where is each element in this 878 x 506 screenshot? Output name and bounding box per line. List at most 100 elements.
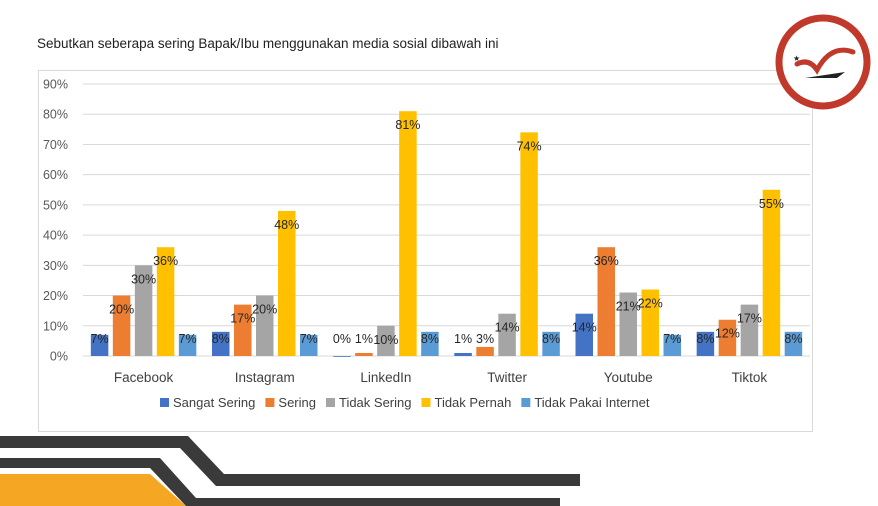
bar-tidak-pernah [399,111,417,356]
data-label: 8% [784,332,802,346]
data-label: 7% [300,332,318,346]
data-label: 21% [616,300,641,314]
data-label: 20% [109,303,134,317]
bar-tidak-pernah [278,210,296,356]
deco-dark-stripe [0,436,580,486]
legend-swatch [325,398,335,407]
legend-layer: Sangat Sering Sering Tidak Sering Tidak Per… [160,395,650,410]
bar-sangat-sering [333,356,351,357]
data-label: 8% [542,332,560,346]
label-layer: 7%20%30%36%7% 8%17%20%48%7% 0% 1% 10%81%8% 1%… [91,118,803,347]
bar-tidak-sering [740,304,759,356]
bar-tidak-sering [377,325,395,356]
x-category-label: Instagram [235,370,295,385]
bar-sangat-sering [575,313,593,356]
legend-entry: Tidak Sering [339,395,412,410]
logo-check-mark [794,47,856,75]
bar-sering [476,346,494,356]
legend-entry: Sering [278,395,316,410]
axis-layer: 0% 10% 20% 30% 40% 50% 60% 70% 80% 90% Facebook Ins… [43,78,767,386]
y-tick-label: 30% [43,259,68,273]
x-category-label: Youtube [604,370,653,385]
x-category-label: Facebook [114,370,174,385]
legend-swatch [265,398,275,407]
bar-sangat-sering [212,331,230,356]
bar-sering [112,295,131,356]
data-label: 3% [476,332,494,346]
data-label: 7% [179,332,197,346]
page-title: Sebutkan seberapa sering Bapak/Ibu mengg… [37,36,499,51]
data-label: 0% [333,332,351,346]
bar-layer [90,111,803,357]
bar-tidak-pakai-internet [421,331,439,356]
bar-tidak-pernah [641,289,659,356]
legend-entry: Tidak Pernah [434,395,511,410]
legend-swatch [421,398,431,407]
data-label: 7% [663,332,681,346]
footer-decoration [0,436,580,506]
y-tick-label: 70% [43,138,68,152]
data-label: 8% [421,332,439,346]
bar-sangat-sering [90,334,109,356]
bar-sering [597,247,615,356]
data-label: 22% [638,297,663,311]
bar-tidak-sering [134,265,153,356]
data-label: 20% [252,303,277,317]
y-tick-label: 10% [43,319,68,333]
deco-orange-stripe [0,474,186,506]
bar-tidak-pakai-internet [784,331,803,356]
bar-sangat-sering [454,352,472,356]
bar-tidak-sering [256,295,274,356]
legend-entry: Tidak Pakai Internet [534,395,650,410]
data-label: 1% [454,332,472,346]
data-label: 12% [715,327,740,341]
logo-star-icon: ★ [793,54,800,63]
bar-tidak-pakai-internet [178,334,197,356]
bar-tidak-sering [619,292,637,356]
bar-sering [355,352,373,356]
data-label: 30% [131,272,156,286]
data-label: 55% [759,197,784,211]
data-label: 14% [572,321,597,335]
data-label: 48% [274,218,299,232]
y-tick-label: 90% [43,78,68,92]
bar-tidak-pakai-internet [542,331,560,356]
data-label: 8% [212,332,230,346]
bar-tidak-pakai-internet [300,334,318,356]
data-label: 7% [91,332,109,346]
bar-tidak-pernah [762,189,781,356]
legend-swatch [521,398,531,407]
y-tick-label: 60% [43,168,68,182]
x-category-label: LinkedIn [360,370,411,385]
data-label: 17% [230,312,255,326]
jamparing-research-logo: JAMPARING RESEARCH ★ [775,14,871,110]
x-category-label: Tiktok [732,370,768,385]
grid-layer [83,83,810,357]
data-label: 36% [594,254,619,268]
data-label: 74% [517,139,542,153]
bar-tidak-pernah [520,132,538,356]
legend-swatch [160,398,169,407]
x-category-label: Twitter [487,370,527,385]
logo-arrow-shape [805,72,845,78]
data-label: 36% [153,254,178,268]
bar-chart: 7%20%30%36%7% 8%17%20%48%7% 0% 1% 10%81%8% 1%… [43,78,810,410]
bar-sering [718,319,737,356]
data-label: 17% [737,312,762,326]
data-label: 10% [373,333,398,347]
deco-dark-stripe-2 [0,458,560,506]
bar-sangat-sering [696,331,715,356]
y-tick-label: 0% [50,350,68,364]
bar-tidak-pakai-internet [663,334,681,356]
data-label: 14% [495,321,520,335]
data-label: 81% [395,118,420,132]
bar-sering [234,304,252,356]
bar-tidak-sering [498,313,516,356]
data-label: 1% [355,332,373,346]
bar-tidak-pernah [156,247,175,356]
data-label: 8% [696,332,714,346]
legend-entry: Sangat Sering [173,395,255,410]
y-tick-label: 80% [43,108,68,122]
y-tick-label: 20% [43,289,68,303]
y-tick-label: 50% [43,198,68,212]
